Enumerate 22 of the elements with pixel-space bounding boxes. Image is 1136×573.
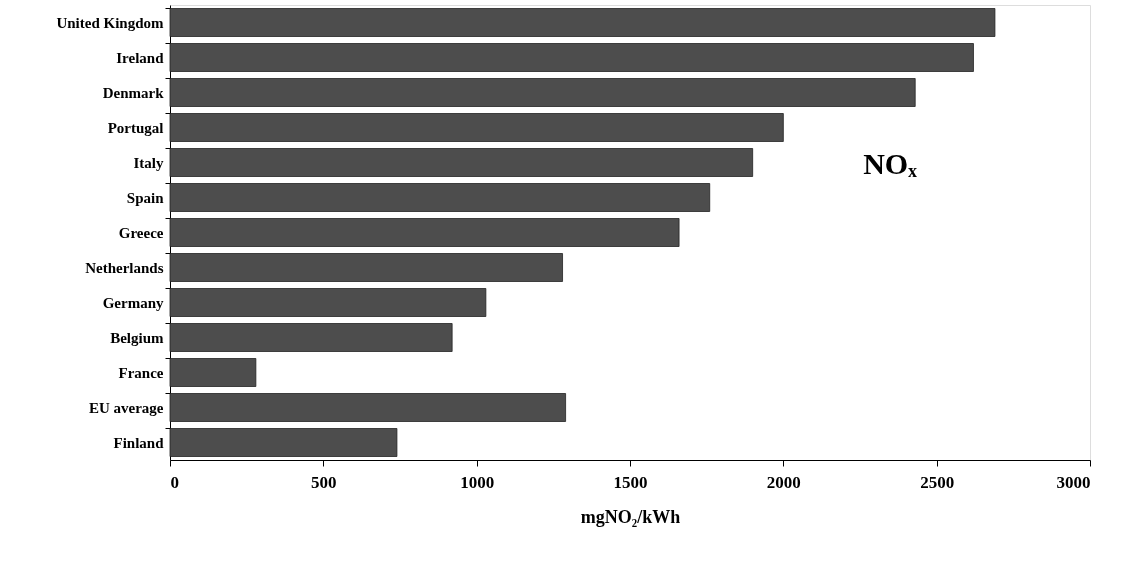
y-tick-label: Germany (102, 294, 164, 311)
y-tick-label: Portugal (107, 119, 164, 136)
y-tick-label: Spain (126, 189, 165, 206)
y-tick-label: United Kingdom (56, 14, 164, 31)
x-tick-label: 2000 (766, 472, 801, 492)
x-tick-label: 500 (311, 472, 337, 492)
x-tick-label: 0 (170, 472, 179, 492)
x-tick-label: 2500 (920, 472, 955, 492)
y-tick-label: Netherlands (85, 259, 164, 276)
x-tick-label: 1000 (460, 472, 495, 492)
x-tick-label: 1500 (613, 472, 648, 492)
x-tick-label: 3000 (1056, 472, 1091, 492)
y-tick-label: EU average (88, 399, 164, 416)
y-tick-label: Ireland (116, 49, 165, 66)
y-tick-label: France (118, 364, 164, 381)
y-tick-label: Italy (133, 154, 164, 171)
x-axis-title: mgNO₂/kWh (580, 506, 681, 527)
y-tick-label: Finland (113, 434, 165, 451)
y-tick-label: Belgium (110, 329, 164, 346)
annotation: NOₓ (863, 147, 918, 180)
y-tick-label: Denmark (102, 84, 165, 101)
y-tick-label: Greece (118, 224, 164, 241)
